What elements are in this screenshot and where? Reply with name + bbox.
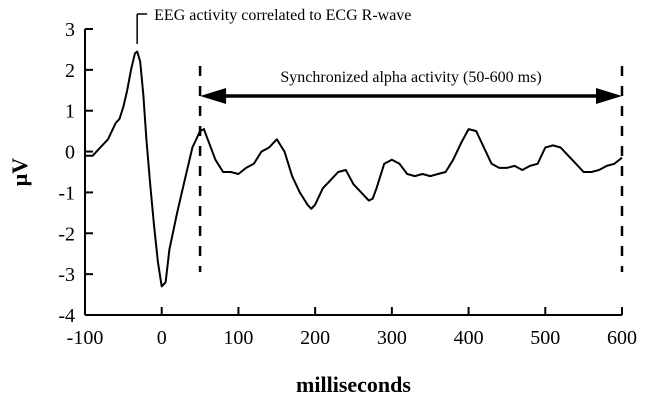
x-tick-label: 0 (157, 327, 167, 349)
y-tick-label: 0 (65, 142, 75, 164)
range-arrow-head-right (596, 88, 622, 104)
y-tick-label: -1 (58, 182, 75, 204)
y-tick-label: -4 (58, 305, 75, 327)
y-tick-label: -2 (58, 223, 75, 245)
y-tick-label: 1 (65, 101, 75, 123)
x-tick-label: 500 (530, 327, 560, 349)
x-tick-label: 400 (454, 327, 484, 349)
y-tick-label: -3 (58, 264, 75, 286)
chart-axes (84, 29, 622, 316)
peak-annotation-label: EEG activity correlated to ECG R-wave (154, 7, 411, 24)
range-annotation-label: Synchronized alpha activity (50-600 ms) (280, 69, 541, 86)
range-markers (198, 66, 624, 272)
x-tick-label: 200 (300, 327, 330, 349)
x-tick-label: 300 (377, 327, 407, 349)
x-tick-label: 600 (607, 327, 637, 349)
y-tick-label: 2 (65, 60, 75, 82)
x-ticks: -100 0 100 200 300 400 500 600 (67, 307, 637, 349)
x-tick-label: -100 (67, 327, 104, 349)
range-label-background (231, 66, 592, 88)
x-axis-label: milliseconds (296, 372, 411, 397)
eeg-series-line (85, 50, 623, 288)
range-arrow-head-left (200, 88, 227, 104)
x-tick-label: 100 (223, 327, 253, 349)
y-tick-label: 3 (65, 19, 75, 41)
annotations: EEG activity correlated to ECG R-wave Sy… (136, 7, 622, 104)
y-axis-label: μV (7, 158, 32, 186)
y-ticks: 3 2 1 0 -1 -2 -3 -4 (58, 19, 93, 327)
